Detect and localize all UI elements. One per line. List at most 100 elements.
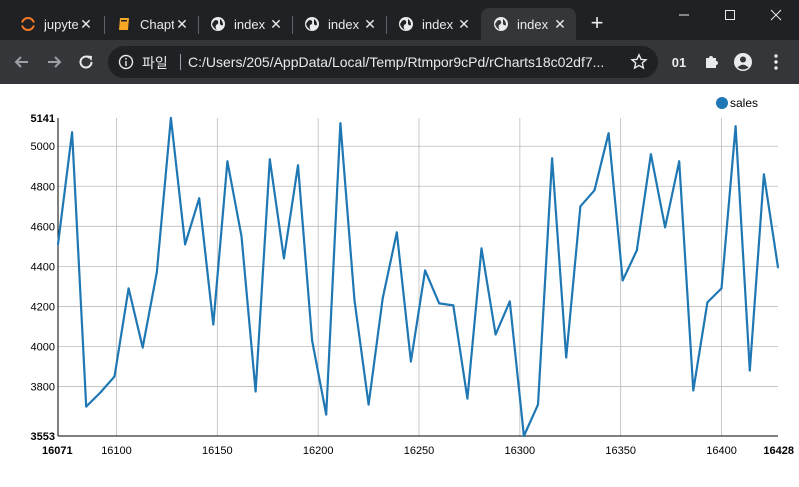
data-point bbox=[113, 375, 116, 378]
account-icon bbox=[734, 53, 752, 71]
puzzle-icon bbox=[706, 56, 718, 68]
data-point bbox=[127, 287, 130, 290]
close-icon[interactable]: ✕ bbox=[270, 15, 282, 32]
tab-jupyter[interactable]: jupyter ✕ bbox=[8, 8, 102, 40]
data-point bbox=[141, 346, 144, 349]
data-point bbox=[649, 153, 652, 156]
y-tick-label: 4800 bbox=[31, 181, 55, 193]
back-button[interactable] bbox=[10, 50, 34, 74]
data-point bbox=[85, 405, 88, 408]
data-point bbox=[748, 369, 751, 372]
data-point bbox=[565, 356, 568, 359]
reload-button[interactable] bbox=[74, 50, 98, 74]
close-window-button[interactable] bbox=[753, 0, 799, 30]
data-point bbox=[466, 397, 469, 400]
arrow-right-icon bbox=[48, 56, 62, 68]
data-point bbox=[762, 173, 765, 176]
data-point bbox=[777, 266, 779, 269]
arrow-left-icon bbox=[14, 56, 28, 68]
tab-chapter[interactable]: Chapter ✕ bbox=[104, 8, 198, 40]
maximize-button[interactable] bbox=[707, 0, 753, 30]
data-point bbox=[268, 158, 271, 161]
data-point bbox=[593, 189, 596, 192]
forward-button[interactable] bbox=[42, 50, 66, 74]
data-point bbox=[367, 403, 370, 406]
jupyter-icon bbox=[20, 17, 36, 31]
close-icon[interactable]: ✕ bbox=[458, 15, 470, 32]
close-icon[interactable]: ✕ bbox=[364, 15, 376, 32]
data-point bbox=[169, 117, 172, 119]
tab-title: Chapter bbox=[140, 16, 174, 32]
x-tick-label: 16071 bbox=[42, 445, 73, 457]
tab-divider bbox=[104, 16, 105, 34]
minimize-icon bbox=[679, 14, 689, 16]
line-chart: 3553 3800 4000 4200 4400 4600 4800 5000 5141 1607… bbox=[31, 96, 794, 457]
data-point bbox=[706, 301, 709, 304]
new-tab-button[interactable]: + bbox=[590, 10, 604, 35]
chart-area: 3553 3800 4000 4200 4400 4600 4800 5000 5141 1607… bbox=[0, 84, 799, 487]
tab-title: index bbox=[234, 16, 266, 32]
browser-toolbar: 파일 C:/Users/205/AppData/Local/Temp/Rtmpo… bbox=[0, 40, 799, 84]
info-icon[interactable] bbox=[118, 54, 134, 70]
series-line-sales bbox=[56, 116, 780, 438]
globe-icon bbox=[399, 17, 413, 31]
data-point bbox=[480, 247, 483, 250]
tab-title: index bbox=[328, 16, 360, 32]
tab-divider bbox=[292, 16, 293, 34]
data-point bbox=[664, 226, 667, 229]
book-icon bbox=[119, 18, 129, 30]
data-point bbox=[452, 304, 455, 307]
site-label: 파일 bbox=[142, 55, 168, 71]
profile-button[interactable] bbox=[733, 52, 753, 72]
tab-index-3[interactable]: index ✕ bbox=[386, 8, 480, 40]
x-tick-label: 16400 bbox=[706, 445, 737, 457]
data-point bbox=[508, 300, 511, 303]
data-point bbox=[254, 390, 257, 393]
kebab-menu-icon bbox=[774, 54, 778, 70]
extensions-button[interactable] bbox=[702, 52, 722, 72]
tab-divider bbox=[386, 16, 387, 34]
tab-index-2[interactable]: index ✕ bbox=[292, 8, 386, 40]
data-point bbox=[409, 360, 412, 363]
y-tick-label: 5141 bbox=[31, 113, 55, 125]
data-point bbox=[522, 435, 525, 437]
data-point bbox=[155, 271, 158, 274]
close-icon[interactable]: ✕ bbox=[554, 15, 566, 32]
x-tick-label: 16250 bbox=[404, 445, 435, 457]
data-point bbox=[381, 297, 384, 300]
data-point bbox=[282, 257, 285, 260]
close-icon[interactable]: ✕ bbox=[176, 15, 188, 32]
close-icon[interactable]: ✕ bbox=[80, 15, 92, 32]
tab-index-active[interactable]: index ✕ bbox=[481, 8, 576, 40]
y-tick-label: 5000 bbox=[31, 141, 55, 153]
y-tick-label: 3800 bbox=[31, 382, 55, 394]
data-point bbox=[311, 339, 314, 342]
y-tick-label: 4000 bbox=[31, 341, 55, 353]
data-point bbox=[297, 164, 299, 167]
data-point bbox=[720, 287, 723, 290]
minimize-button[interactable] bbox=[661, 0, 707, 30]
data-point bbox=[184, 243, 187, 246]
reload-icon bbox=[79, 55, 93, 69]
y-tick-label: 4200 bbox=[31, 301, 55, 313]
x-tick-label: 16200 bbox=[303, 445, 334, 457]
legend-label: sales bbox=[730, 96, 758, 110]
menu-button[interactable] bbox=[766, 52, 786, 72]
tab-index-1[interactable]: index ✕ bbox=[198, 8, 292, 40]
tab-title: index bbox=[422, 16, 454, 32]
address-bar[interactable]: 파일 C:/Users/205/AppData/Local/Temp/Rtmpo… bbox=[108, 46, 658, 78]
tab-strip: jupyter ✕ Chapter ✕ index ✕ index ✕ inde… bbox=[0, 0, 799, 40]
globe-icon bbox=[494, 17, 508, 31]
globe-icon bbox=[305, 17, 319, 31]
y-tick-label: 3553 bbox=[31, 431, 55, 443]
bookmark-star-icon[interactable] bbox=[630, 53, 648, 71]
tab-divider bbox=[198, 16, 199, 34]
profile-badge[interactable]: 01 bbox=[671, 54, 687, 70]
maximize-icon bbox=[725, 10, 735, 20]
url-text[interactable]: C:/Users/205/AppData/Local/Temp/Rtmpor9c… bbox=[188, 54, 605, 70]
data-point bbox=[212, 323, 215, 326]
data-point bbox=[734, 125, 737, 128]
data-point bbox=[395, 231, 398, 234]
x-tick-label: 16350 bbox=[605, 445, 636, 457]
data-point bbox=[353, 299, 356, 302]
